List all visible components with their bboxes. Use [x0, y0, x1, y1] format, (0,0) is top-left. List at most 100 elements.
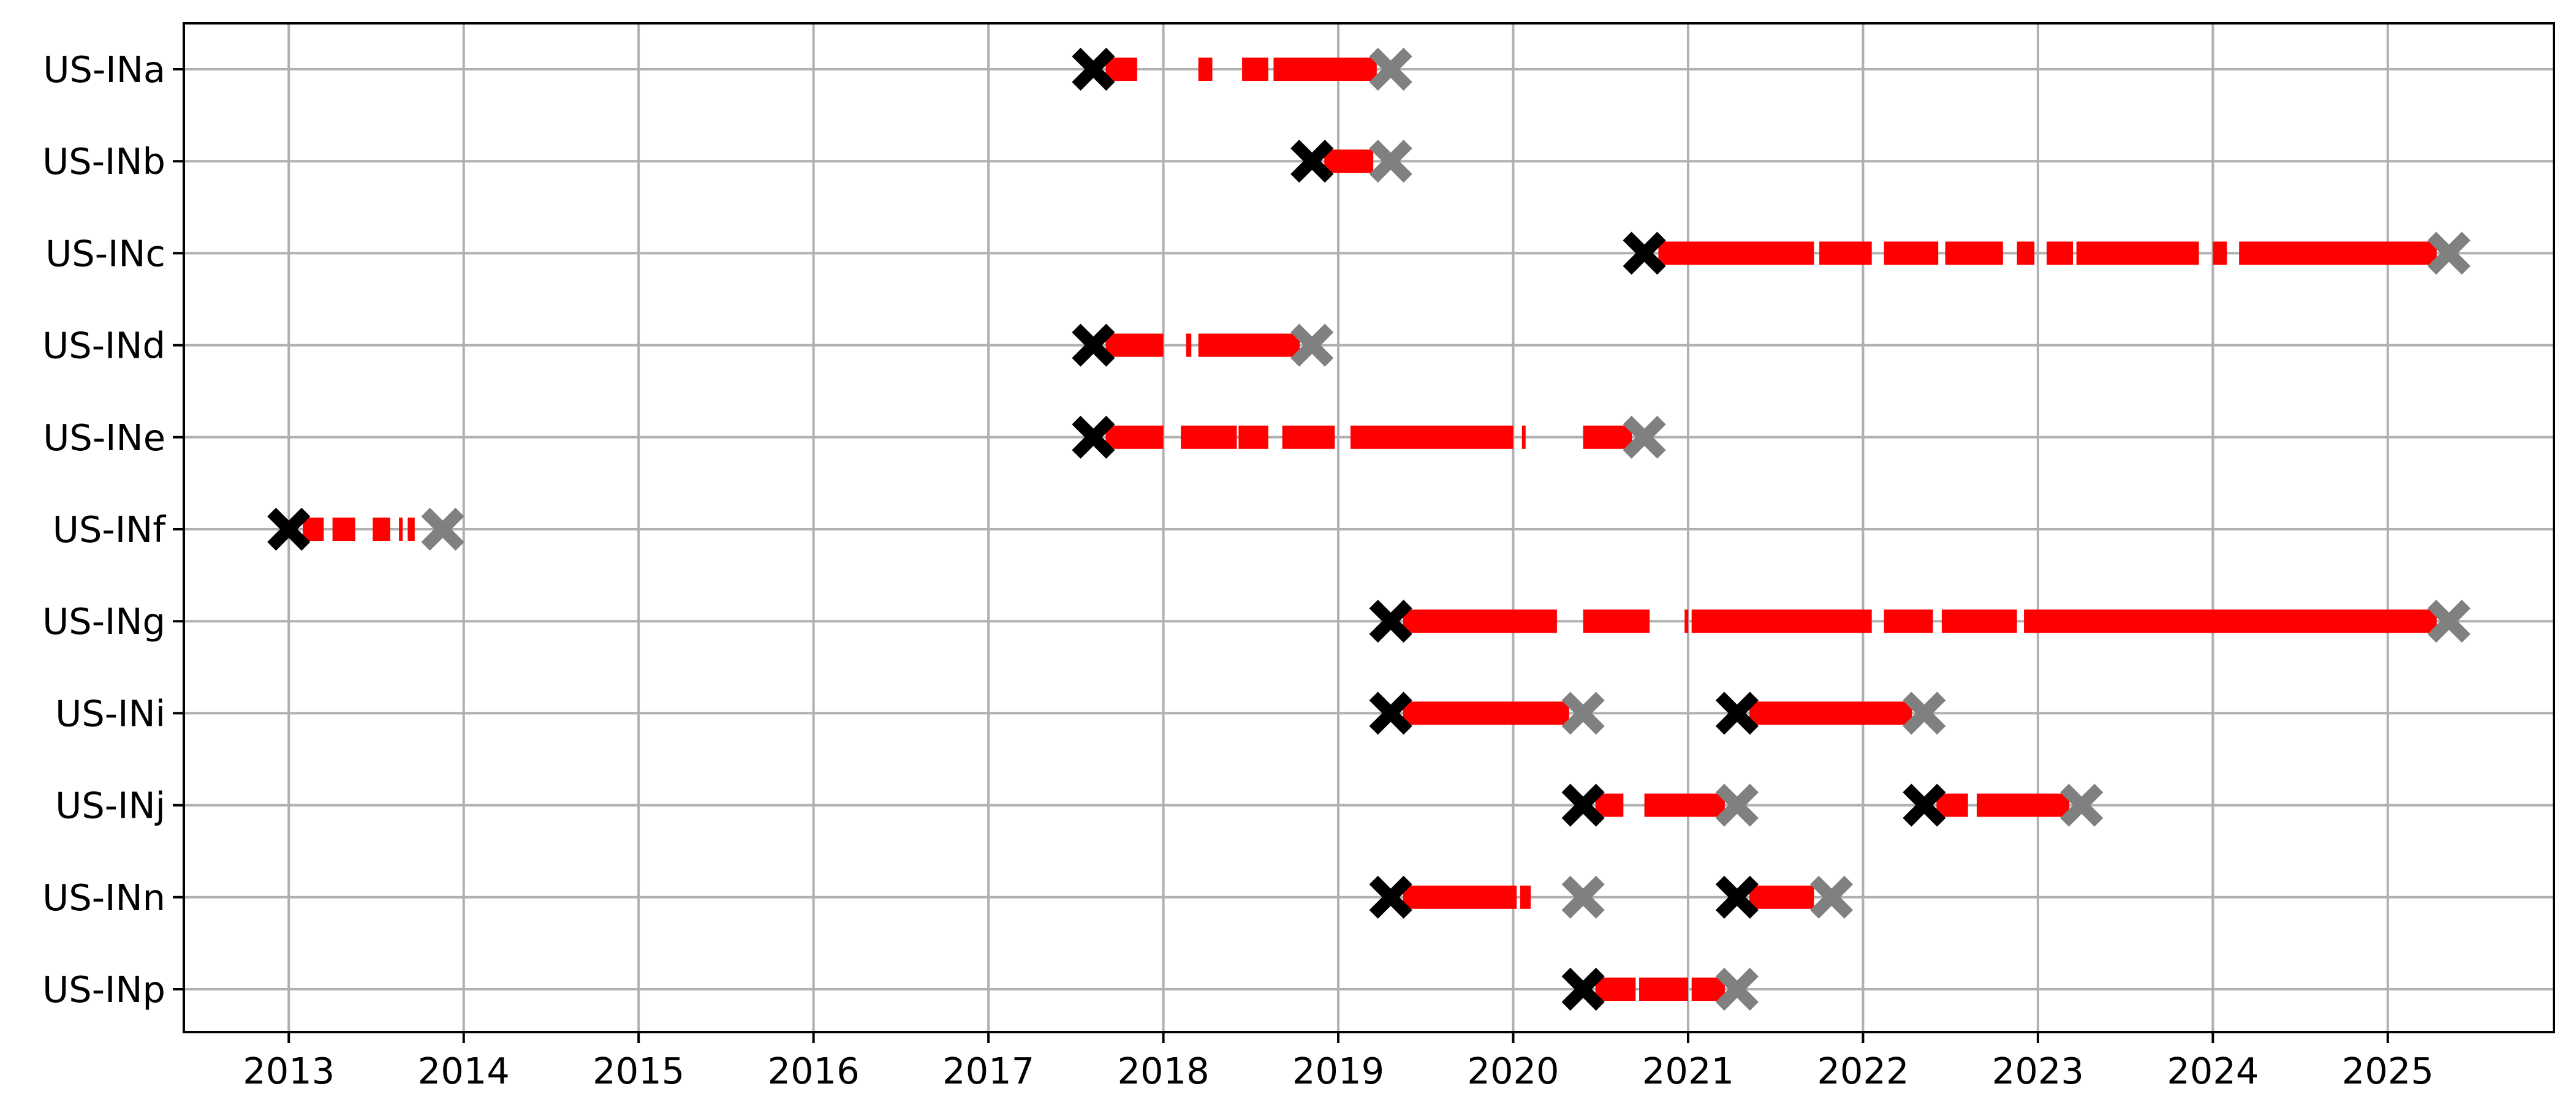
- timeline-segment: [1583, 609, 1650, 633]
- timeline-segment: [1691, 978, 1725, 1001]
- start-marker: [1903, 783, 1946, 827]
- start-marker-stroke: [1561, 783, 1605, 827]
- timeline-segment: [1198, 333, 1300, 357]
- end-marker: [1290, 323, 1334, 367]
- end-marker: [2427, 600, 2471, 643]
- start-marker: [1072, 47, 1115, 91]
- timeline-segment: [1583, 425, 1632, 449]
- start-marker-stroke: [1369, 600, 1412, 643]
- y-tick-label: US-INd: [42, 325, 165, 367]
- x-tick-label: 2013: [243, 1050, 335, 1092]
- timeline-segment: [1238, 425, 1268, 449]
- end-marker-stroke: [1715, 967, 1759, 1011]
- timeline-segment: [1658, 241, 1814, 265]
- timeline-segment: [399, 518, 403, 541]
- start-marker-stroke: [1715, 875, 1759, 919]
- timeline-segment: [2213, 241, 2227, 265]
- timeline-segment: [2239, 241, 2437, 265]
- start-marker: [1715, 875, 1759, 919]
- start-marker: [1072, 323, 1115, 367]
- y-tick-label: US-INa: [43, 48, 165, 91]
- x-tick-label: 2021: [1642, 1050, 1734, 1092]
- start-marker-stroke: [1623, 232, 1666, 275]
- start-marker: [1561, 967, 1605, 1011]
- y-tick-label: US-INi: [55, 692, 165, 734]
- timeline-segment: [1181, 425, 1237, 449]
- end-marker-stroke: [421, 507, 464, 551]
- y-tick-label: US-INj: [55, 785, 165, 827]
- timeline-segment: [303, 518, 324, 541]
- timeline-segment: [1242, 58, 1268, 81]
- timeline-segment: [1644, 793, 1725, 817]
- start-marker-stroke: [1561, 967, 1605, 1011]
- end-marker-stroke: [1561, 692, 1605, 735]
- end-marker-stroke: [2427, 232, 2471, 275]
- start-marker-stroke: [1072, 415, 1115, 459]
- end-marker: [1715, 783, 1759, 827]
- end-marker-stroke: [2060, 783, 2104, 827]
- start-marker-stroke: [1903, 783, 1946, 827]
- end-marker: [1903, 692, 1946, 735]
- end-marker: [2060, 783, 2104, 827]
- timeline-segment: [1945, 241, 2003, 265]
- timeline-segment: [1198, 58, 1213, 81]
- timeline-segment: [2024, 609, 2437, 633]
- end-marker: [1715, 967, 1759, 1011]
- end-marker-stroke: [1290, 323, 1334, 367]
- timeline-segment: [1403, 701, 1569, 725]
- timeline-segment: [2076, 241, 2199, 265]
- x-axis: 2013 2014 2015 2016 2017 2018 2019 2020 2021 2022…: [243, 1032, 2434, 1092]
- y-tick-label: US-INg: [42, 600, 165, 643]
- timeline-segment: [1186, 333, 1192, 357]
- timeline-segment: [2047, 241, 2073, 265]
- y-tick-label: US-INf: [53, 508, 166, 551]
- y-tick-label: US-INe: [43, 417, 165, 459]
- timeline-segment: [1282, 425, 1335, 449]
- end-marker-stroke: [1561, 875, 1605, 919]
- timeline-segment: [407, 518, 415, 541]
- timeline-segment: [1521, 425, 1526, 449]
- timeline-segment: [1128, 58, 1137, 81]
- timeline-segment: [1941, 609, 2017, 633]
- timeline-segment: [1324, 149, 1374, 173]
- x-tick-label: 2024: [2167, 1050, 2259, 1092]
- timeline-segment: [332, 518, 355, 541]
- timeline-segment: [1273, 58, 1377, 81]
- x-tick-label: 2016: [768, 1050, 860, 1092]
- x-tick-label: 2017: [942, 1050, 1034, 1092]
- x-tick-label: 2018: [1118, 1050, 1210, 1092]
- end-marker-stroke: [1809, 875, 1854, 919]
- end-marker-stroke: [1369, 140, 1412, 183]
- x-tick-label: 2025: [2342, 1050, 2434, 1092]
- timeline-segment: [1884, 241, 1939, 265]
- x-tick-label: 2014: [418, 1050, 510, 1092]
- markers-layer: [267, 47, 2471, 1011]
- start-marker-stroke: [1369, 692, 1412, 735]
- y-tick-label: US-INc: [45, 232, 165, 274]
- end-marker-stroke: [2427, 600, 2471, 643]
- timeline-segment: [1105, 425, 1164, 449]
- x-tick-label: 2022: [1817, 1050, 1909, 1092]
- start-marker: [1369, 600, 1412, 643]
- timeline-segment: [1819, 241, 1872, 265]
- timeline-segment: [1105, 333, 1164, 357]
- timeline-segment: [1749, 701, 1912, 725]
- timeline-segment: [1884, 609, 1933, 633]
- timeline-segment: [1639, 978, 1688, 1001]
- timeline-segment: [1403, 885, 1517, 909]
- start-marker-stroke: [1290, 140, 1334, 183]
- timeline-segment: [2017, 241, 2035, 265]
- timeline-segment: [373, 518, 390, 541]
- end-marker: [1561, 692, 1605, 735]
- x-tick-label: 2019: [1292, 1050, 1384, 1092]
- start-marker-stroke: [1715, 692, 1759, 735]
- start-marker-stroke: [1072, 47, 1115, 91]
- timeline-segment: [1403, 609, 1557, 633]
- segments-layer: [303, 58, 2437, 1001]
- end-marker: [2427, 232, 2471, 275]
- start-marker: [1369, 875, 1412, 919]
- end-marker: [1561, 875, 1605, 919]
- y-axis: US-INa US-INb US-INc US-INd US-INe US-INf US-I…: [42, 48, 184, 1011]
